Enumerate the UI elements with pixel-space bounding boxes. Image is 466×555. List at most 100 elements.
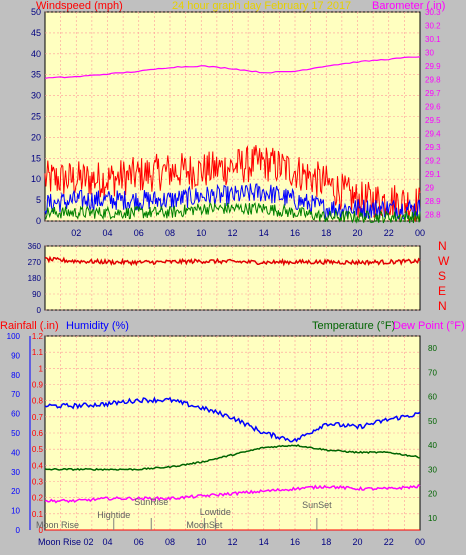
barometer-label: Barometer (.in) bbox=[372, 0, 446, 12]
wind-x-tick: 14 bbox=[259, 228, 269, 238]
baro-y-tick: 29.4 bbox=[425, 129, 441, 138]
rain-y-tick: 1.1 bbox=[32, 348, 44, 357]
wind-y-tick: 15 bbox=[31, 153, 41, 163]
humidity-y-tick: 40 bbox=[11, 448, 20, 457]
wind-y-tick: 45 bbox=[31, 28, 41, 38]
compass-label: E bbox=[438, 284, 446, 298]
wind-y-tick: 40 bbox=[31, 49, 41, 59]
wind-x-tick: 12 bbox=[227, 228, 237, 238]
temperature-label: Temperature (°F) bbox=[312, 320, 396, 332]
windspeed-label: Windspeed (mph) bbox=[36, 0, 123, 12]
direction-y-tick: 270 bbox=[28, 258, 42, 267]
baro-y-tick: 30.1 bbox=[425, 35, 441, 44]
rain-y-tick: 0.1 bbox=[32, 510, 44, 519]
rain-y-tick: 0.8 bbox=[32, 397, 44, 406]
humidity-x-tick: 08 bbox=[165, 537, 175, 547]
temp-y-tick: 60 bbox=[428, 393, 437, 402]
wind-y-tick: 10 bbox=[31, 174, 41, 184]
hightide-event: Hightide bbox=[97, 510, 130, 520]
humidity-y-tick: 0 bbox=[16, 526, 21, 535]
temp-y-tick: 10 bbox=[428, 514, 437, 523]
moonset-event: MoonSet bbox=[186, 520, 223, 530]
direction-y-tick: 0 bbox=[37, 306, 42, 315]
temp-y-tick: 50 bbox=[428, 417, 437, 426]
humidity-y-tick: 10 bbox=[11, 507, 20, 516]
temp-y-tick: 20 bbox=[428, 490, 437, 499]
humidity-x-tick: 06 bbox=[134, 537, 144, 547]
wind-y-tick: 25 bbox=[31, 112, 41, 122]
rainfall-label: Rainfall (.in) bbox=[0, 320, 59, 332]
rain-y-tick: 0.3 bbox=[32, 478, 44, 487]
moon-rise-event: Moon Rise bbox=[36, 520, 79, 530]
graph-title: 24 hour graph day February 17 2017 bbox=[172, 0, 352, 12]
wind-x-tick: 02 bbox=[71, 228, 81, 238]
rain-y-tick: 0 bbox=[39, 526, 44, 535]
rain-y-tick: 1 bbox=[39, 364, 44, 373]
humidity-x-tick: 00 bbox=[415, 537, 425, 547]
baro-y-tick: 30.2 bbox=[425, 21, 441, 30]
baro-y-tick: 29.7 bbox=[425, 89, 441, 98]
humidity-x-tick: 12 bbox=[227, 537, 237, 547]
wind-x-tick: 18 bbox=[321, 228, 331, 238]
baro-y-tick: 29.5 bbox=[425, 116, 441, 125]
wind-low-series bbox=[44, 202, 421, 224]
compass-label: S bbox=[438, 269, 446, 283]
baro-y-tick: 29.8 bbox=[425, 75, 441, 84]
baro-y-tick: 29.6 bbox=[425, 102, 441, 111]
humidity-y-tick: 90 bbox=[11, 351, 20, 360]
direction-series bbox=[44, 255, 421, 267]
sunrise-event: SunRise bbox=[134, 497, 168, 507]
direction-y-tick: 360 bbox=[28, 242, 42, 251]
baro-y-tick: 29 bbox=[425, 183, 434, 192]
humidity-y-tick: 20 bbox=[11, 487, 20, 496]
temp-y-tick: 80 bbox=[428, 344, 437, 353]
wind-y-tick: 20 bbox=[31, 132, 41, 142]
wind-x-tick: 06 bbox=[134, 228, 144, 238]
humidity-series bbox=[44, 396, 421, 443]
rain-y-tick: 0.2 bbox=[32, 494, 44, 503]
direction-y-tick: 90 bbox=[32, 290, 41, 299]
humidity-label: Humidity (%) bbox=[66, 320, 129, 332]
temp-y-tick: 70 bbox=[428, 368, 437, 377]
wind-x-tick: 00 bbox=[415, 228, 425, 238]
humidity-x-tick: 22 bbox=[384, 537, 394, 547]
rain-y-tick: 0.5 bbox=[32, 445, 44, 454]
humidity-x-tick: 04 bbox=[102, 537, 112, 547]
wind-y-tick: 50 bbox=[31, 7, 41, 17]
humidity-y-tick: 70 bbox=[11, 390, 20, 399]
wind-x-tick: 10 bbox=[196, 228, 206, 238]
baro-y-tick: 29.2 bbox=[425, 156, 441, 165]
baro-y-tick: 30 bbox=[425, 48, 434, 57]
rain-y-tick: 0.4 bbox=[32, 461, 44, 470]
wind-x-tick: 22 bbox=[384, 228, 394, 238]
rain-y-tick: 0.7 bbox=[32, 413, 44, 422]
baro-y-tick: 29.9 bbox=[425, 62, 441, 71]
dewpoint-series bbox=[44, 484, 421, 504]
wind-x-tick: 08 bbox=[165, 228, 175, 238]
compass-label: W bbox=[438, 254, 450, 268]
wind-y-tick: 5 bbox=[36, 195, 41, 205]
wind-y-tick: 30 bbox=[31, 91, 41, 101]
direction-y-tick: 180 bbox=[28, 274, 42, 283]
rain-y-tick: 0.6 bbox=[32, 429, 44, 438]
wind-y-tick: 35 bbox=[31, 70, 41, 80]
lowtide-event: Lowtide bbox=[200, 507, 231, 517]
compass-label: N bbox=[438, 239, 447, 253]
humidity-x-tick: 18 bbox=[321, 537, 331, 547]
baro-y-tick: 29.1 bbox=[425, 170, 441, 179]
wind-avg-series bbox=[44, 183, 421, 220]
dewpoint-label: Dew Point (°F) bbox=[393, 320, 465, 332]
sunset-event: SunSet bbox=[302, 500, 332, 510]
humidity-x-tick: 10 bbox=[196, 537, 206, 547]
temp-y-tick: 40 bbox=[428, 441, 437, 450]
humidity-y-tick: 50 bbox=[11, 429, 20, 438]
baro-y-tick: 28.9 bbox=[425, 197, 441, 206]
humidity-y-tick: 100 bbox=[7, 332, 21, 341]
humidity-x-tick: 14 bbox=[259, 537, 269, 547]
humidity-y-tick: 30 bbox=[11, 468, 20, 477]
wind-y-tick: 0 bbox=[36, 216, 41, 226]
baro-y-tick: 30.3 bbox=[425, 8, 441, 17]
baro-y-tick: 29.3 bbox=[425, 143, 441, 152]
barometer-series bbox=[44, 56, 421, 79]
